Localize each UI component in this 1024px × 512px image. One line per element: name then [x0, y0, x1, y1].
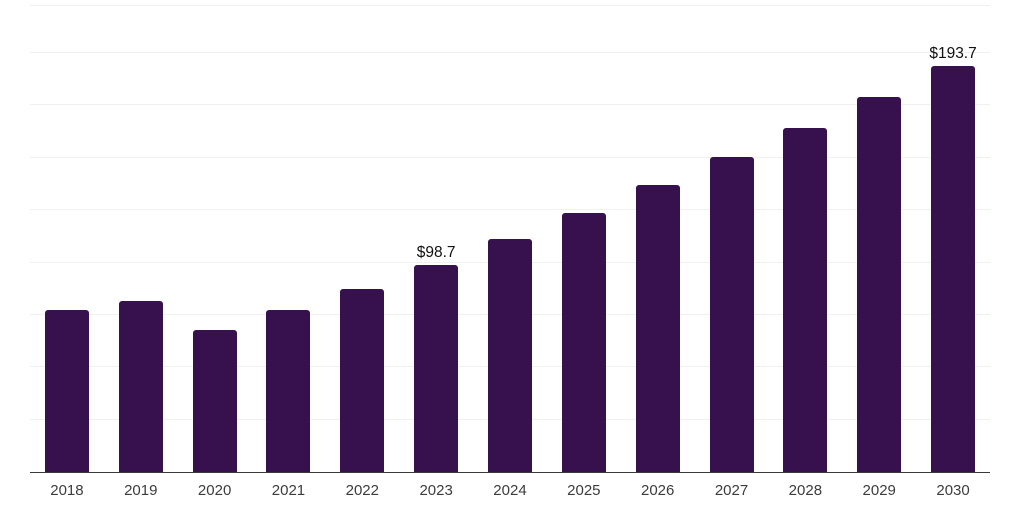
x-tick-2024: 2024: [493, 482, 527, 499]
bar-2023: [414, 265, 459, 472]
x-tick-2019: 2019: [124, 482, 158, 499]
x-axis: 2018 2019 2020 2021 2022 2023 2024 2025 2026 2027…: [30, 473, 990, 499]
plot-area: $98.7 $193.7: [30, 5, 990, 473]
bar-slot-2029: [842, 6, 916, 472]
bar-2018: [44, 309, 89, 472]
bar-2028: [783, 127, 828, 472]
bar-2022: [340, 289, 385, 472]
bar-slot-2020: [178, 6, 252, 472]
x-tick-2025: 2025: [567, 482, 601, 499]
x-tick-2021: 2021: [271, 482, 306, 499]
x-tick-2023: 2023: [419, 482, 453, 499]
bar-value-label-2023: $98.7: [416, 244, 456, 262]
bar-slot-2025: [547, 6, 621, 472]
bar-2020: [192, 330, 237, 472]
bar-slot-2026: [621, 6, 695, 472]
bar-2029: [857, 96, 902, 472]
bar-2027: [709, 156, 754, 472]
bar-slot-2024: [473, 6, 547, 472]
bar-slot-2027: [695, 6, 769, 472]
x-tick-2018: 2018: [50, 482, 84, 499]
bar-2019: [118, 300, 163, 472]
x-tick-2026: 2026: [640, 482, 675, 499]
x-tick-2027: 2027: [714, 482, 749, 499]
x-tick-2029: 2029: [862, 482, 896, 499]
bar-2024: [487, 239, 532, 472]
bar-slot-2018: [30, 6, 104, 472]
x-tick-2028: 2028: [788, 482, 823, 499]
bar-slot-2023: $98.7: [399, 6, 473, 472]
bar-value-label-2030: $193.7: [929, 45, 977, 63]
bar-slot-2019: [104, 6, 178, 472]
gridline: [30, 104, 990, 106]
gridline: [30, 156, 990, 158]
bar-slot-2030: $193.7: [916, 6, 990, 472]
bar-2026: [635, 185, 680, 472]
x-tick-2020: 2020: [197, 482, 232, 499]
x-tick-2022: 2022: [345, 482, 379, 499]
bar-2030: [931, 66, 976, 472]
bar-2025: [561, 213, 606, 472]
gridline: [30, 209, 990, 211]
bar-2021: [266, 309, 311, 472]
bar-slot-2028: [768, 6, 842, 472]
gridline: [30, 52, 990, 54]
x-tick-2030: 2030: [936, 482, 970, 499]
bar-slot-2021: [252, 6, 326, 472]
bar-slot-2022: [325, 6, 399, 472]
bars-row: $98.7 $193.7: [30, 6, 990, 472]
